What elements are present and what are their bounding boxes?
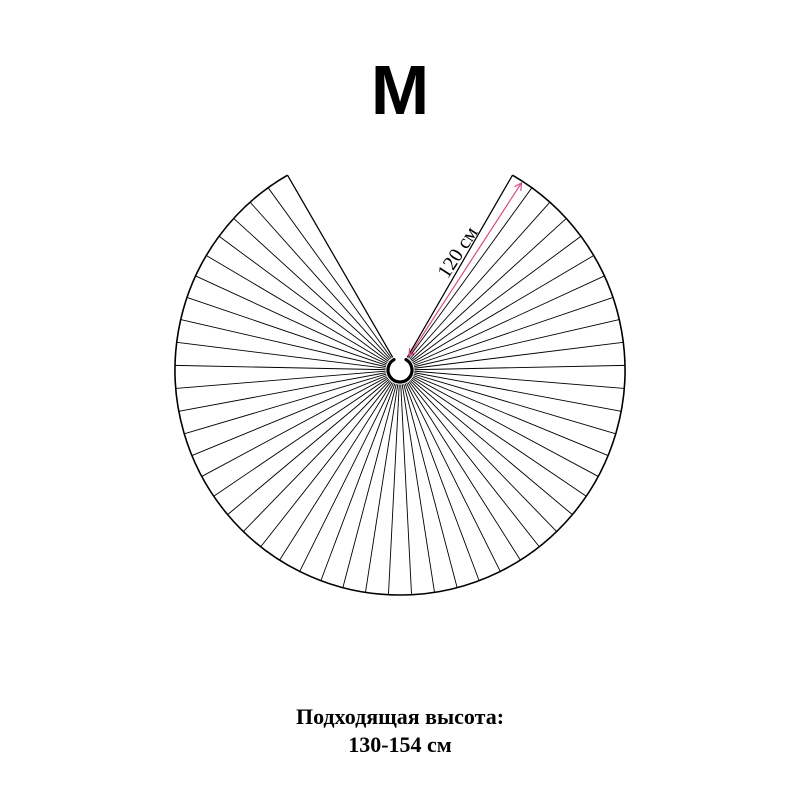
caption-line-2: 130-154 см <box>0 731 800 760</box>
diagram-container: M 120 см Подходящая высота: 130-154 см <box>0 0 800 800</box>
fan-diagram: 120 см <box>0 0 800 800</box>
caption-line-1: Подходящая высота: <box>0 703 800 732</box>
radius-label: 120 см <box>433 223 482 283</box>
caption: Подходящая высота: 130-154 см <box>0 703 800 760</box>
